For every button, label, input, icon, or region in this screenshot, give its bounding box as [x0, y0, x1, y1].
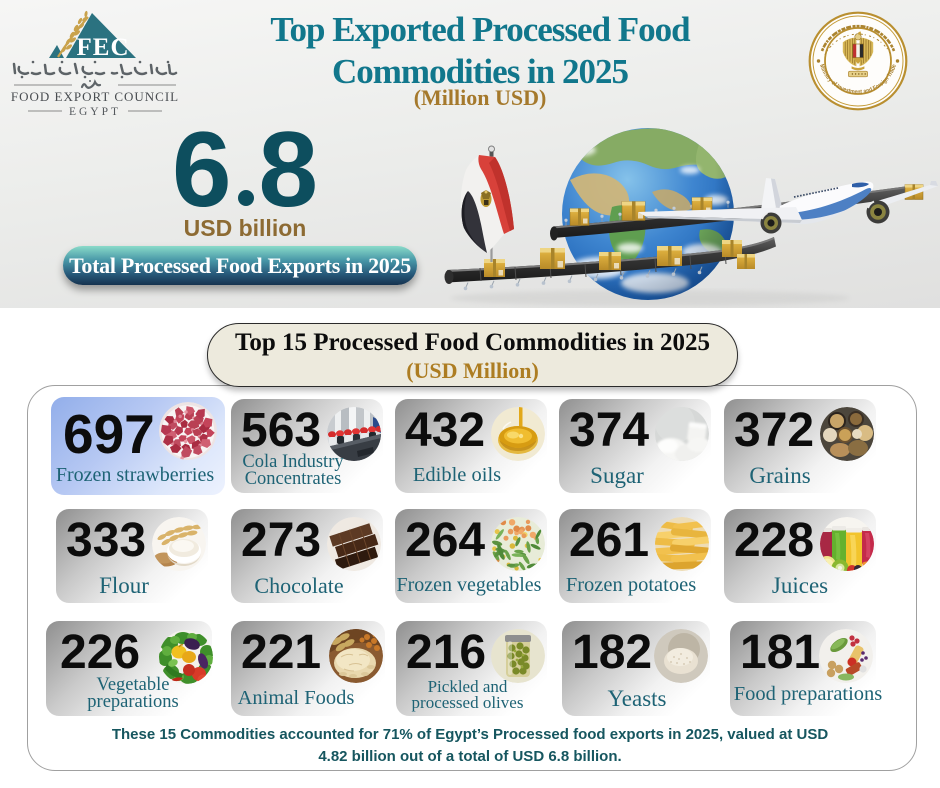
svg-text:FOOD EXPORT COUNCIL: FOOD EXPORT COUNCIL	[11, 89, 179, 104]
svg-text:FEC: FEC	[77, 34, 130, 61]
svg-text:EGYPT: EGYPT	[69, 106, 121, 118]
